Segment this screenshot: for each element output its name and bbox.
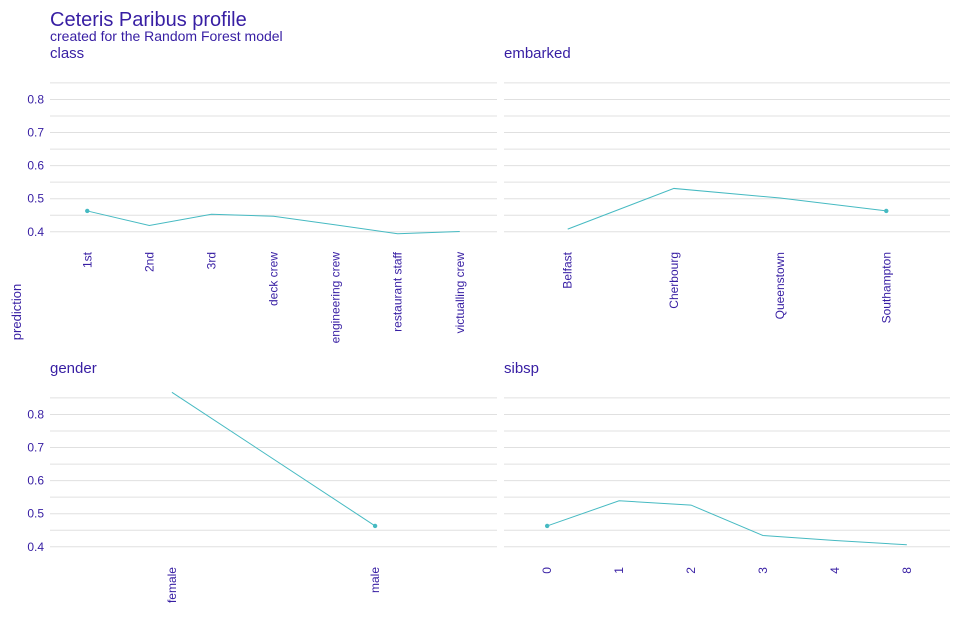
x-tick-label: victualling crew	[453, 252, 467, 334]
x-tick-label: Belfast	[561, 251, 575, 288]
x-tick-label: 3	[756, 567, 770, 574]
y-tick-label: 0.4	[27, 225, 44, 239]
x-tick-label: 3rd	[204, 252, 218, 269]
panel-embarked: embarked Belfast Cherbourg Queenstown Southa…	[504, 45, 950, 323]
x-tick-label: Southampton	[879, 252, 893, 323]
chart-title: Ceteris Paribus profile	[50, 9, 247, 31]
x-tick-label: male	[368, 567, 382, 593]
panel-class: class 0.4 0.5 0.6 0.7 0.8 1st 2nd 3rd deck crew en…	[27, 45, 497, 343]
y-tick-label: 0.8	[27, 407, 44, 421]
y-tick-label: 0.6	[27, 474, 44, 488]
panel-title-class: class	[50, 45, 84, 62]
x-tick-label: engineering crew	[329, 252, 343, 344]
x-tick-label: 1st	[80, 251, 94, 268]
y-tick-label: 0.5	[27, 192, 44, 206]
chart-subtitle: created for the Random Forest model	[50, 28, 283, 44]
y-tick-label: 0.5	[27, 507, 44, 521]
panel-title-gender: gender	[50, 360, 97, 377]
observation-point-embarked	[884, 208, 889, 214]
x-tick-label: 2	[684, 567, 698, 574]
x-tick-label: 1	[612, 567, 626, 574]
y-tick-label: 0.8	[27, 92, 44, 106]
y-tick-label: 0.7	[27, 441, 44, 455]
panel-title-embarked: embarked	[504, 45, 571, 62]
y-tick-label: 0.6	[27, 159, 44, 173]
y-tick-label: 0.4	[27, 540, 44, 554]
x-tick-label: 4	[828, 567, 842, 574]
x-tick-label: 8	[900, 567, 914, 574]
series-line-gender	[171, 391, 376, 527]
x-tick-label: 0	[540, 567, 554, 574]
panel-sibsp: sibsp 0 1 2 3 4 8	[504, 360, 950, 574]
x-tick-label: Cherbourg	[667, 252, 681, 309]
series-line-sibsp	[546, 500, 907, 546]
x-tick-label: female	[165, 567, 179, 603]
series-line-class	[87, 210, 460, 235]
y-tick-label: 0.7	[27, 126, 44, 140]
y-axis-label: prediction	[9, 284, 24, 340]
x-tick-label: Queenstown	[773, 252, 787, 319]
observation-point-gender	[372, 523, 378, 529]
observation-point-class	[85, 208, 90, 214]
panel-gender: gender 0.4 0.5 0.6 0.7 0.8 female male	[27, 360, 497, 603]
observation-point-sibsp	[544, 523, 550, 529]
series-line-embarked	[567, 187, 887, 230]
x-tick-label: restaurant staff	[391, 251, 405, 331]
x-tick-label: 2nd	[142, 252, 156, 272]
x-tick-label: deck crew	[267, 252, 281, 306]
panel-title-sibsp: sibsp	[504, 360, 539, 377]
